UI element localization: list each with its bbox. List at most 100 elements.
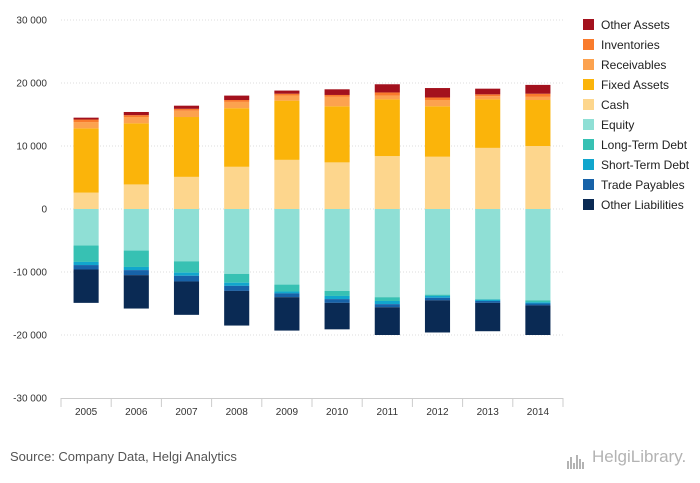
bar-segment: [73, 192, 99, 209]
bar-segment: [374, 209, 400, 298]
bar-segment: [525, 300, 551, 303]
bar-segment: [324, 96, 350, 107]
bar-segment: [525, 146, 551, 209]
bar-segment: [475, 209, 501, 300]
bar-segment: [475, 147, 501, 209]
bar-segment: [525, 303, 551, 306]
bar-segment: [324, 299, 350, 303]
bar-segment: [224, 209, 250, 274]
bar-segment: [374, 92, 400, 96]
bar-segment: [424, 156, 451, 209]
y-tick-label: 20 000: [16, 79, 47, 90]
bar-segment: [424, 300, 451, 333]
bar-segment: [374, 95, 400, 100]
bar-segment: [173, 261, 200, 273]
bar-segment: [374, 297, 400, 301]
legend-swatch: [583, 119, 594, 130]
axes: -30 000 -20 000 -10 000 0 10 000 20 000 30 000…: [13, 16, 564, 418]
bar-segment: [525, 302, 551, 304]
bar-segment: [274, 159, 300, 209]
bar-segment: [224, 166, 250, 209]
bar-segment: [424, 100, 451, 107]
bar-segment: [324, 106, 350, 163]
bar-segment: [123, 266, 149, 271]
bar-segment: [274, 291, 300, 294]
bar-segment: [73, 122, 99, 129]
bar-segment: [274, 90, 300, 94]
bar-segment: [173, 108, 200, 111]
x-tick-label: 2012: [426, 407, 449, 418]
bar-segment: [123, 115, 149, 118]
legend-swatch: [583, 19, 594, 30]
y-tick-label: 0: [41, 205, 47, 216]
bar-segment: [73, 128, 99, 193]
bar-segment: [274, 297, 300, 331]
bar-segment: [475, 94, 501, 97]
bar-segment: [525, 100, 551, 146]
brand-logo: HelgiLibrary.: [567, 447, 687, 469]
bar-segment: [424, 294, 451, 296]
legend-label: Short-Term Debt: [601, 158, 690, 172]
bar-segment: [475, 99, 501, 148]
legend-label: Other Liabilities: [601, 198, 684, 212]
bar-segment: [123, 117, 149, 124]
legend-swatch: [583, 139, 594, 150]
y-tick-label: -10 000: [13, 268, 47, 279]
y-tick-label: 10 000: [16, 142, 47, 153]
bar-segment: [374, 84, 400, 93]
bar-segment: [525, 93, 551, 97]
bar-segment: [224, 101, 250, 109]
bar-segment: [324, 302, 350, 330]
bar-segment: [424, 106, 451, 157]
legend-label: Fixed Assets: [601, 78, 669, 92]
bar-segment: [424, 295, 451, 298]
brand-text: HelgiLibrary.: [592, 447, 687, 466]
bar-segment: [224, 290, 250, 326]
bar-segment: [173, 281, 200, 315]
source-note: Source: Company Data, Helgi Analytics: [10, 449, 237, 464]
bar-segment: [123, 250, 149, 267]
bar-segment: [123, 209, 149, 251]
bar-segment: [224, 282, 250, 286]
bar-segment: [224, 100, 250, 102]
bar-segment: [173, 110, 200, 118]
y-tick-label: -30 000: [13, 394, 47, 405]
bars: [73, 84, 551, 335]
bar-segment: [173, 176, 200, 209]
legend-label: Inventories: [601, 38, 660, 52]
bar-segment: [475, 299, 501, 300]
bar-segment: [475, 300, 501, 303]
bar-segment: [374, 307, 400, 335]
bar-segment: [173, 117, 200, 177]
x-tick-label: 2008: [226, 407, 249, 418]
bar-segment: [123, 275, 149, 309]
bar-segment: [374, 99, 400, 157]
bar-segment: [374, 156, 400, 209]
bar-segment: [123, 123, 149, 185]
legend-swatch: [583, 39, 594, 50]
bar-segment: [224, 95, 250, 101]
bar-segment: [274, 284, 300, 292]
x-tick-label: 2010: [326, 407, 349, 418]
bar-segment: [324, 290, 350, 296]
bar-segment: [123, 270, 149, 276]
bar-segment: [324, 162, 350, 209]
legend-label: Trade Payables: [601, 178, 685, 192]
library-icon: [567, 449, 589, 469]
legend-swatch: [583, 159, 594, 170]
bar-segment: [475, 96, 501, 100]
y-tick-label: 30 000: [16, 16, 47, 27]
bar-segment: [525, 209, 551, 301]
bar-segment: [224, 285, 250, 291]
bar-segment: [123, 184, 149, 209]
bar-segment: [73, 209, 99, 246]
legend-swatch: [583, 99, 594, 110]
bar-segment: [525, 305, 551, 335]
legend-label: Long-Term Debt: [601, 138, 688, 152]
bar-segment: [274, 93, 300, 96]
bar-segment: [424, 209, 451, 295]
legend: Other Assets Inventories Receivables Fixed …: [583, 18, 690, 212]
bar-segment: [73, 261, 99, 266]
legend-swatch: [583, 199, 594, 210]
